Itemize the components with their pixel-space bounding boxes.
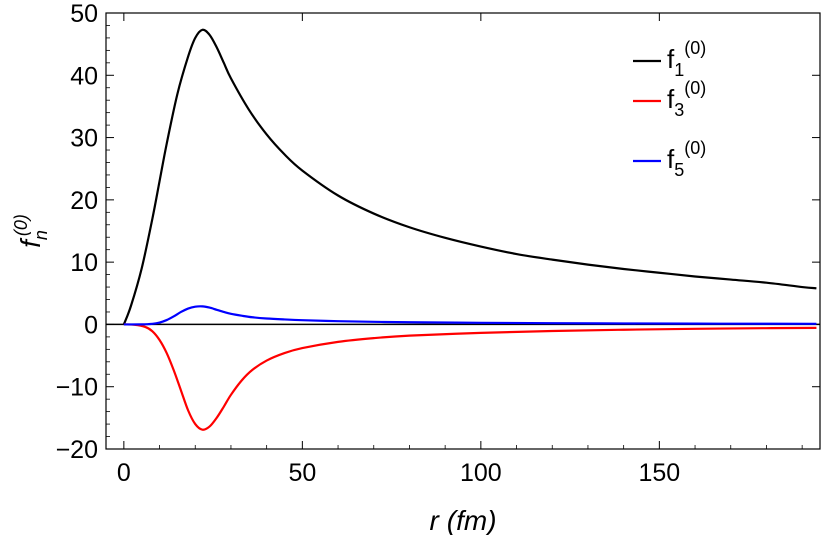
x-tick-label: 100 [460, 459, 502, 487]
legend-sup: (0) [684, 78, 706, 98]
legend-label-1: f1(0) [667, 38, 706, 80]
x-axis-label: r (fm) [429, 505, 496, 535]
legend-label-2: f3(0) [667, 78, 706, 120]
legend: f1(0)f3(0)f5(0) [633, 38, 706, 180]
ticks: 0 50 100 150 −20 −10 0 10 20 30 40 50 [56, 0, 820, 487]
series-group [122, 28, 817, 431]
legend-base: f [667, 44, 675, 74]
y-tick-label: 20 [70, 187, 98, 215]
x-tick-label: 50 [288, 459, 316, 487]
legend-base: f [667, 84, 675, 114]
legend-sup: (0) [684, 38, 706, 58]
x-axis-unit: (fm) [447, 505, 497, 535]
series-line-2 [123, 323, 817, 431]
series-line-3 [123, 305, 817, 326]
y-tick-label: 30 [70, 125, 98, 153]
legend-sup: (0) [684, 138, 706, 158]
y-axis-label: fn(0) [11, 214, 51, 248]
y-tick-label: −10 [56, 374, 98, 402]
y-axis-sub: n [31, 230, 51, 240]
y-axis-base: f [15, 237, 46, 248]
y-tick-label: 50 [70, 0, 98, 28]
legend-sub: 5 [674, 160, 684, 180]
legend-sub: 1 [674, 60, 684, 80]
x-axis-var: r [429, 505, 440, 535]
y-tick-label: −20 [56, 436, 98, 464]
series-line-1 [122, 28, 817, 325]
y-axis-sup: (0) [11, 214, 31, 236]
x-tick-label: 150 [638, 459, 680, 487]
legend-base: f [667, 144, 675, 174]
x-tick-label: 0 [117, 459, 131, 487]
y-tick-label: 0 [84, 311, 98, 339]
plot-frame [105, 12, 821, 450]
y-tick-label: 40 [70, 62, 98, 90]
legend-label-3: f5(0) [667, 138, 706, 180]
legend-sub: 3 [674, 100, 684, 120]
y-tick-label: 10 [70, 249, 98, 277]
